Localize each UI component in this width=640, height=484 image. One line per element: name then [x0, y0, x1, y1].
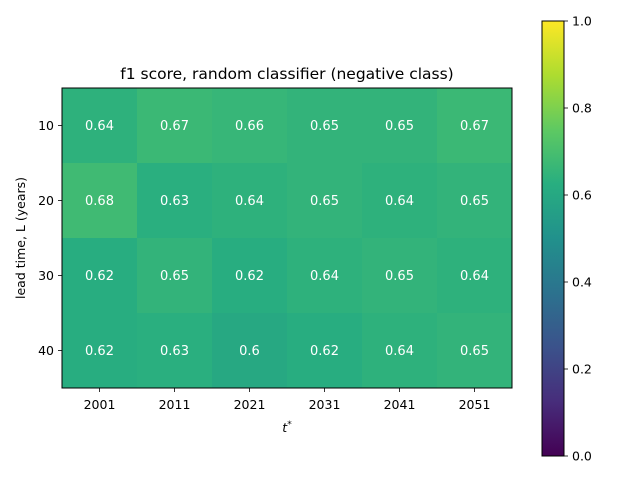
- cell-value-label: 0.65: [385, 269, 414, 284]
- cell-value-label: 0.64: [385, 194, 414, 209]
- colorbar-tick-label: 0.0: [572, 449, 592, 464]
- y-tick-label: 20: [38, 193, 54, 208]
- heatmap-cell: [287, 163, 363, 239]
- heatmap-cell: [437, 163, 513, 239]
- heatmap-cell: [437, 238, 513, 314]
- x-tick-label: 2041: [384, 397, 416, 412]
- heatmap-cell: [137, 163, 213, 239]
- cell-value-label: 0.64: [310, 269, 339, 284]
- x-tick-label: 2001: [84, 397, 116, 412]
- cell-value-label: 0.64: [235, 194, 264, 209]
- y-axis-label: lead time, L (years): [13, 177, 28, 299]
- heatmap-cell: [287, 238, 363, 314]
- heatmap-cell: [62, 313, 138, 389]
- heatmap-cell: [62, 238, 138, 314]
- cell-value-label: 0.65: [310, 194, 339, 209]
- cell-value-label: 0.64: [460, 269, 489, 284]
- colorbar-tick-label: 0.6: [572, 188, 592, 203]
- cell-value-label: 0.64: [385, 344, 414, 359]
- heatmap-cell: [362, 88, 438, 164]
- heatmap-cells: [62, 88, 513, 389]
- heatmap-cell: [62, 163, 138, 239]
- heatmap-cell: [212, 313, 288, 389]
- heatmap-cell: [137, 88, 213, 164]
- x-tick-label: 2021: [234, 397, 266, 412]
- cell-value-label: 0.63: [160, 194, 189, 209]
- heatmap-cell: [362, 238, 438, 314]
- heatmap-cell: [137, 238, 213, 314]
- heatmap-cell: [62, 88, 138, 164]
- cell-value-label: 0.6: [239, 344, 260, 359]
- cell-value-label: 0.62: [85, 344, 114, 359]
- x-tick-label: 2011: [159, 397, 191, 412]
- heatmap-cell: [212, 238, 288, 314]
- cell-value-label: 0.64: [85, 119, 114, 134]
- y-tick-label: 10: [38, 118, 54, 133]
- cell-value-label: 0.65: [385, 119, 414, 134]
- cell-value-label: 0.68: [85, 194, 114, 209]
- cell-value-label: 0.62: [235, 269, 264, 284]
- x-axis-label-superscript: *: [287, 420, 292, 430]
- plot-frame: [61, 87, 513, 389]
- cell-value-label: 0.65: [160, 269, 189, 284]
- colorbar-ticks: 0.0 0.2 0.4 0.6 0.8 1.0: [564, 14, 592, 464]
- x-axis-label-text: t: [282, 420, 288, 435]
- cell-value-label: 0.65: [460, 344, 489, 359]
- colorbar-tick-label: 1.0: [572, 14, 592, 29]
- cell-value-label: 0.66: [235, 119, 264, 134]
- y-tick-label: 30: [38, 268, 54, 283]
- heatmap-cell: [287, 313, 363, 389]
- x-tick-label: 2051: [459, 397, 491, 412]
- x-axis-label: t*: [282, 420, 292, 435]
- heatmap-cell: [437, 88, 513, 164]
- cell-value-label: 0.67: [160, 119, 189, 134]
- colorbar-tick-label: 0.8: [572, 101, 592, 116]
- heatmap-cell: [362, 163, 438, 239]
- y-axis-ticks: 10 20 30 40: [38, 118, 62, 358]
- heatmap-cell: [287, 88, 363, 164]
- chart-title: f1 score, random classifier (negative cl…: [120, 65, 453, 83]
- cell-value-label: 0.62: [85, 269, 114, 284]
- x-tick-label: 2031: [309, 397, 341, 412]
- heatmap-cell: [362, 313, 438, 389]
- cell-value-label: 0.65: [460, 194, 489, 209]
- colorbar-tick-label: 0.2: [572, 362, 592, 377]
- cell-value-label: 0.67: [460, 119, 489, 134]
- cell-value-label: 0.63: [160, 344, 189, 359]
- heatmap-cell: [212, 163, 288, 239]
- cell-value-label: 0.62: [310, 344, 339, 359]
- x-axis-ticks: 2001 2011 2021 2031 2041 2051: [84, 388, 491, 412]
- heatmap-cell-labels: 0.64 0.67 0.66 0.65 0.65 0.67 0.68 0.63 0.64 0.65…: [85, 119, 489, 359]
- colorbar-tick-label: 0.4: [572, 275, 592, 290]
- heatmap-cell: [437, 313, 513, 389]
- cell-value-label: 0.65: [310, 119, 339, 134]
- heatmap-cell: [137, 313, 213, 389]
- heatmap-cell: [212, 88, 288, 164]
- colorbar: [541, 20, 565, 457]
- y-tick-label: 40: [38, 343, 54, 358]
